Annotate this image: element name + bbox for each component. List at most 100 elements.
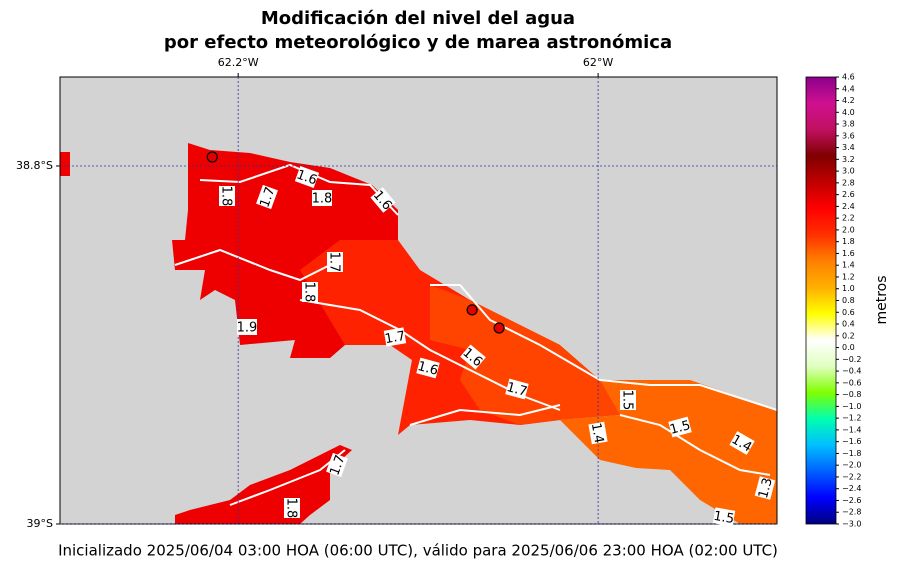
colorbar-tick-label: 0.8 [842,296,855,305]
station-marker [466,304,478,316]
contour-label-text: 1.8 [302,282,317,303]
contour-label-bg [505,378,529,400]
contour-label-text: 1.6 [294,167,319,188]
colorbar-tick-label: −1.6 [842,437,861,446]
colorbar-tick-label: −1.4 [842,425,861,434]
contour-label-bg [588,421,608,445]
contour-label-bg [219,186,235,206]
contour-label: 1.6 [416,357,440,379]
contour-label-text: 1.8 [219,186,234,207]
contour-label-bg [383,327,407,347]
contour-label-bg [668,416,692,438]
contour-label-text: 1.6 [416,359,440,379]
colorbar-tick-label: 3.8 [842,120,855,129]
contour-label-text: 1.8 [312,192,333,207]
colorbar-tick-label: −2.4 [842,484,861,493]
colorbar-tick-label: −2.6 [842,496,861,505]
contour-label: 1.4 [588,421,608,445]
station-marker [493,322,505,334]
y-tick-label: 38.8°S [16,159,53,172]
contour-label: 1.3 [754,476,776,500]
contour-label-bg [327,252,343,272]
colorbar-tick-label: −2.8 [842,508,861,517]
contour-label: 1.6 [294,166,320,189]
colorbar-tick-label: −3.0 [842,520,861,529]
colorbar-tick-label: 3.0 [842,167,855,176]
contour-label-text: 1.7 [257,185,278,210]
colorbar-tick-label: 4.0 [842,108,855,117]
colorbar-tick-label: −0.2 [842,355,861,364]
contour-label-bg [729,431,755,455]
map-frame [59,76,778,525]
colorbar-tick-label: −1.0 [842,402,861,411]
y-tick-label: 39°S [27,517,53,530]
contour-label: 1.7 [326,452,349,478]
colorbar-tick-label: 2.6 [842,190,855,199]
region [175,445,352,524]
colorbar-tick-label: 3.4 [842,143,855,152]
contour-label: 1.8 [312,190,333,207]
contour-label-text: 1.7 [384,329,407,347]
contour-label-bg [460,344,486,370]
contour-label-text: 1.9 [237,321,258,336]
region [560,380,777,524]
footer: Inicializado 2025/06/04 03:00 HOA (06:00… [58,542,778,560]
region [60,152,70,176]
contour-label: 1.8 [219,186,235,207]
colorbar-tick-label: −0.6 [842,378,861,387]
contour-label-bg [294,166,320,188]
contour-label-bg [620,390,636,410]
contour-label-bg [326,452,348,478]
contour-label: 1.8 [284,498,300,519]
colorbar-tick-label: 2.4 [842,202,855,211]
colorbar-tick-label: 0.4 [842,320,855,329]
colorbar-tick-label: 1.2 [842,272,855,281]
colorbar-tick-label: −2.0 [842,461,861,470]
contour-label-bg [370,187,396,213]
contour-label: 1.5 [712,507,735,527]
colorbar-tick-label: −1.8 [842,449,861,458]
colorbar-tick-label: 0.2 [842,331,855,340]
colorbar-tick-label: 2.2 [842,214,855,223]
colorbar-label: metros [874,275,890,324]
contour-label-bg [256,184,278,210]
contour-label-text: 1.8 [284,498,299,519]
contour-label-bg [712,507,736,527]
colorbar-tick-label: 0.6 [842,308,855,317]
contour-label: 1.7 [383,327,407,347]
colorbar-tick-label: 1.0 [842,284,855,293]
contour-label-text: 1.3 [756,476,776,500]
contour-label-text: 1.7 [327,252,342,273]
contour-label-text: 1.5 [712,509,735,527]
contour-label: 1.7 [256,184,279,210]
contour-label-bg [302,282,318,302]
contour-label-bg [284,498,300,518]
colorbar-tick-label: 1.6 [842,249,855,258]
contour-label: 1.7 [327,252,343,273]
colorbar-tick-label: 2.8 [842,178,855,187]
colorbar-tick-label: 3.2 [842,155,855,164]
colorbar-tick-label: 4.2 [842,96,855,105]
contour-label-text: 1.5 [668,418,692,438]
contour-label-bg [237,319,257,335]
contour-label-bg [312,190,332,206]
colorbar-tick-label: 4.4 [842,84,855,93]
contour-label-bg [754,476,776,500]
colorbar-tick-label: −1.2 [842,414,861,423]
colorbar-tick-label: 1.8 [842,237,855,246]
colorbar-tick-label: 3.6 [842,131,855,140]
colorbar-tick-label: 4.6 [842,73,855,82]
colorbar-tick-label: −0.8 [842,390,861,399]
x-tick-label: 62.2°W [218,56,259,69]
contour-label: 1.9 [237,319,258,336]
contour-label-text: 1.7 [327,453,348,478]
colorbar-tick-label: 0.0 [842,343,855,352]
station-marker [206,151,218,163]
contour-label: 1.8 [302,282,318,303]
contour-label-text: 1.5 [620,390,635,411]
contour-label: 1.5 [668,416,692,438]
contour-label-text: 1.7 [505,380,529,400]
colorbar [805,76,837,525]
title: por efecto meteorológico y de marea astr… [164,32,672,53]
